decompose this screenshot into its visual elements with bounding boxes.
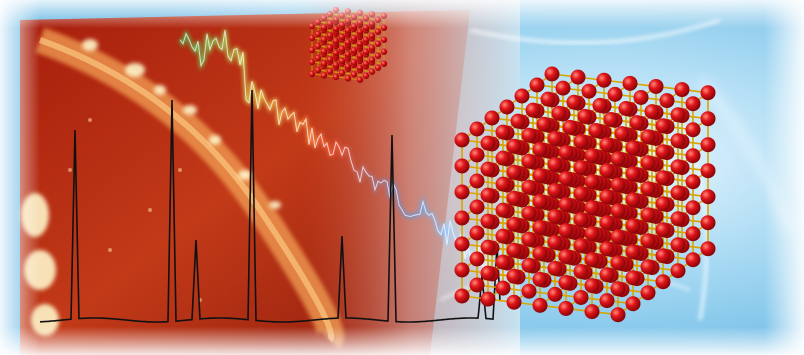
nanoscience-banner (0, 0, 804, 355)
vignette-horizontal (0, 0, 804, 355)
